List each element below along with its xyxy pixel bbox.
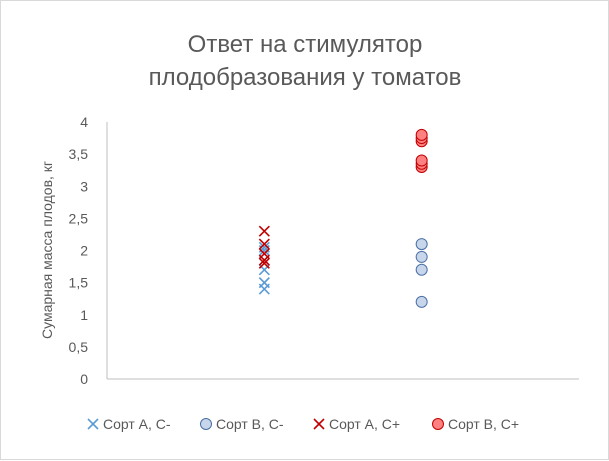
- y-axis-label: Сумарная масса плодов, кг: [39, 161, 55, 339]
- y-tick-label: 2: [80, 243, 88, 259]
- legend-marker-4: [432, 418, 444, 430]
- data-point-series-2: [415, 295, 428, 308]
- y-tick-label: 1: [80, 307, 88, 323]
- data-point-series-1: [258, 277, 270, 289]
- legend-label-4: Сорт В, С+: [448, 416, 519, 432]
- legend-marker-1: [87, 418, 99, 430]
- data-point-series-2: [415, 263, 428, 276]
- chart-title-line-2: плодобразования у томатов: [149, 64, 462, 91]
- y-tick-label: 3,5: [69, 146, 89, 162]
- data-point-series-4: [415, 154, 428, 167]
- legend-label-2: Сорт В, С-: [216, 416, 284, 432]
- data-point-series-3: [258, 257, 270, 269]
- y-tick-label: 0: [80, 371, 88, 387]
- legend-marker-3: [313, 418, 325, 430]
- data-point-series-3: [258, 225, 270, 237]
- data-point-series-2: [415, 238, 428, 251]
- legend-item-3: Сорт А, С+: [313, 416, 400, 432]
- legend-item-1: Сорт А, С-: [87, 416, 171, 432]
- data-point-series-3: [258, 238, 270, 250]
- legend-label-1: Сорт А, С-: [103, 416, 171, 432]
- data-point-series-4: [415, 128, 428, 141]
- legend-item-4: Сорт В, С+: [432, 416, 519, 432]
- y-tick-label: 1,5: [69, 275, 89, 291]
- y-tick-label: 0,5: [69, 339, 89, 355]
- legend-item-2: Сорт В, С-: [200, 416, 284, 432]
- chart-title-line-1: Ответ на стимулятор: [188, 31, 423, 58]
- data-point-series-2: [415, 250, 428, 263]
- data-point-series-3: [258, 248, 270, 260]
- y-tick-label: 2,5: [69, 210, 89, 226]
- legend-label-3: Сорт А, С+: [329, 416, 400, 432]
- y-tick-label: 4: [80, 114, 88, 130]
- y-tick-label: 3: [80, 178, 88, 194]
- legend-marker-2: [200, 418, 212, 430]
